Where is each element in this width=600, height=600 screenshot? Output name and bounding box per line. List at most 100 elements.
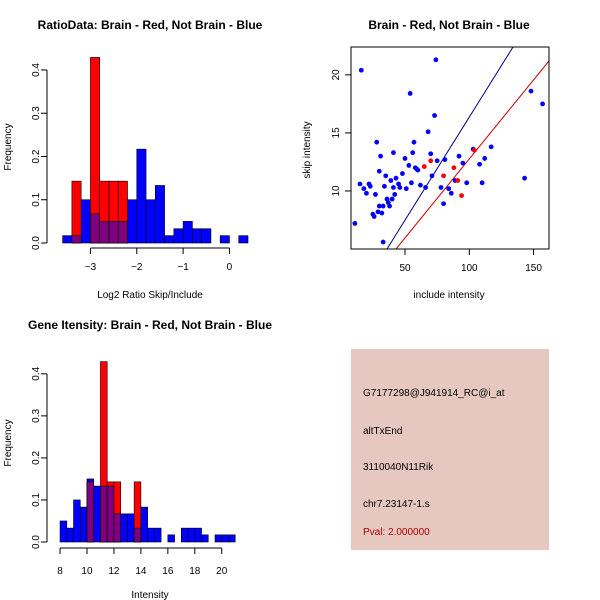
bar-not-brain (127, 199, 138, 244)
y-tick-label: 0.3 (31, 408, 42, 422)
point-not-brain (376, 203, 382, 209)
point-not-brain (418, 182, 423, 188)
bar-not-brain (181, 527, 189, 543)
y-axis-label: skip intensity (302, 121, 313, 178)
point-brain (421, 164, 427, 169)
y-tick-label: 10 (331, 185, 342, 197)
x-tick-label: 10 (81, 566, 93, 577)
x-axis-label: include intensity (413, 290, 484, 301)
point-brain (472, 147, 477, 153)
bar-not-brain (136, 148, 147, 244)
point-brain (455, 178, 461, 183)
bar-not-brain (154, 527, 162, 543)
point-not-brain (528, 88, 534, 94)
bar-not-brain (173, 228, 184, 244)
info-panel-background (351, 349, 549, 550)
point-not-brain (488, 144, 494, 150)
point-not-brain (442, 157, 448, 163)
y-tick-label: 15 (331, 127, 342, 139)
y-tick-label: 0.0 (31, 236, 42, 250)
y-tick-label: 0.2 (31, 149, 42, 163)
point-not-brain (358, 67, 364, 73)
point-not-brain (482, 156, 488, 161)
point-not-brain (374, 139, 380, 145)
point-not-brain (411, 139, 417, 145)
x-axis-label: Log2 Ratio Skip/Include (97, 290, 203, 301)
point-not-brain (389, 196, 395, 202)
point-not-brain (522, 175, 527, 181)
bar-not-brain (201, 534, 209, 543)
bar-overlap (106, 485, 115, 543)
point-brain (441, 173, 446, 179)
point-not-brain (391, 150, 396, 156)
point-not-brain (380, 203, 386, 209)
info-gene-name: 3110040N11Rik (363, 462, 434, 473)
y-tick-label: 20 (331, 69, 342, 81)
point-not-brain (460, 160, 466, 166)
point-brain (459, 193, 464, 198)
reference-line-red (395, 60, 549, 249)
chart-title: Brain - Red, Not Brain - Blue (368, 18, 530, 32)
bar-overlap (113, 513, 121, 543)
chart-title: Gene Itensity: Brain - Red, Not Brain - … (28, 318, 272, 332)
reference-line-blue (386, 47, 514, 249)
point-not-brain (379, 210, 385, 216)
bar-not-brain (167, 534, 175, 543)
point-not-brain (406, 163, 412, 168)
bar-not-brain (59, 520, 68, 543)
point-not-brain (380, 239, 386, 245)
point-not-brain (409, 180, 414, 186)
y-tick-label: 0.0 (31, 535, 42, 549)
point-not-brain (433, 57, 439, 63)
point-not-brain (402, 156, 408, 161)
x-tick-label: 18 (189, 566, 201, 577)
x-tick-label: 16 (162, 566, 174, 577)
y-axis-label: Frequency (3, 419, 14, 466)
chart-title: RatioData: Brain - Red, Not Brain - Blue (38, 18, 263, 32)
point-not-brain (428, 151, 434, 157)
bar-not-brain (238, 235, 249, 244)
x-tick-label: 150 (525, 263, 542, 274)
point-not-brain (364, 190, 369, 196)
bar-overlap (117, 221, 128, 244)
bar-not-brain (201, 228, 212, 244)
point-not-brain (448, 190, 454, 196)
bar-not-brain (182, 221, 193, 244)
bar-not-brain (73, 499, 81, 543)
bar-not-brain (214, 534, 223, 543)
point-not-brain (410, 150, 416, 156)
bar-not-brain (164, 235, 175, 244)
bar-not-brain (155, 185, 165, 244)
bar-not-brain (79, 506, 88, 543)
point-not-brain (382, 183, 387, 189)
info-pval: Pval: 2.000000 (363, 527, 430, 538)
bar-overlap (108, 221, 119, 244)
x-tick-label: 8 (57, 566, 63, 577)
point-brain (451, 165, 457, 171)
point-not-brain (540, 101, 545, 107)
x-tick-label: 12 (108, 566, 120, 577)
point-not-brain (423, 185, 428, 190)
point-brain (428, 158, 434, 164)
y-tick-label: 0.4 (31, 366, 42, 380)
point-not-brain (407, 91, 413, 96)
chart-ratio-histogram: RatioData: Brain - Red, Not Brain - Blue… (3, 18, 263, 301)
x-axis-label: Intensity (131, 590, 168, 600)
point-not-brain (464, 180, 470, 186)
point-not-brain (383, 173, 389, 179)
point-not-brain (357, 181, 363, 187)
y-tick-label: 0.4 (31, 63, 42, 77)
point-not-brain (393, 175, 399, 181)
bar-not-brain (221, 534, 229, 543)
point-not-brain (400, 171, 405, 176)
point-not-brain (373, 192, 378, 197)
point-not-brain (477, 161, 482, 167)
point-not-brain (425, 129, 431, 135)
bar-overlap (99, 221, 110, 244)
point-not-brain (434, 158, 440, 164)
x-tick-label: 14 (135, 566, 147, 577)
y-tick-label: 0.1 (31, 192, 42, 206)
point-not-brain (371, 214, 377, 219)
bar-overlap (86, 481, 95, 543)
